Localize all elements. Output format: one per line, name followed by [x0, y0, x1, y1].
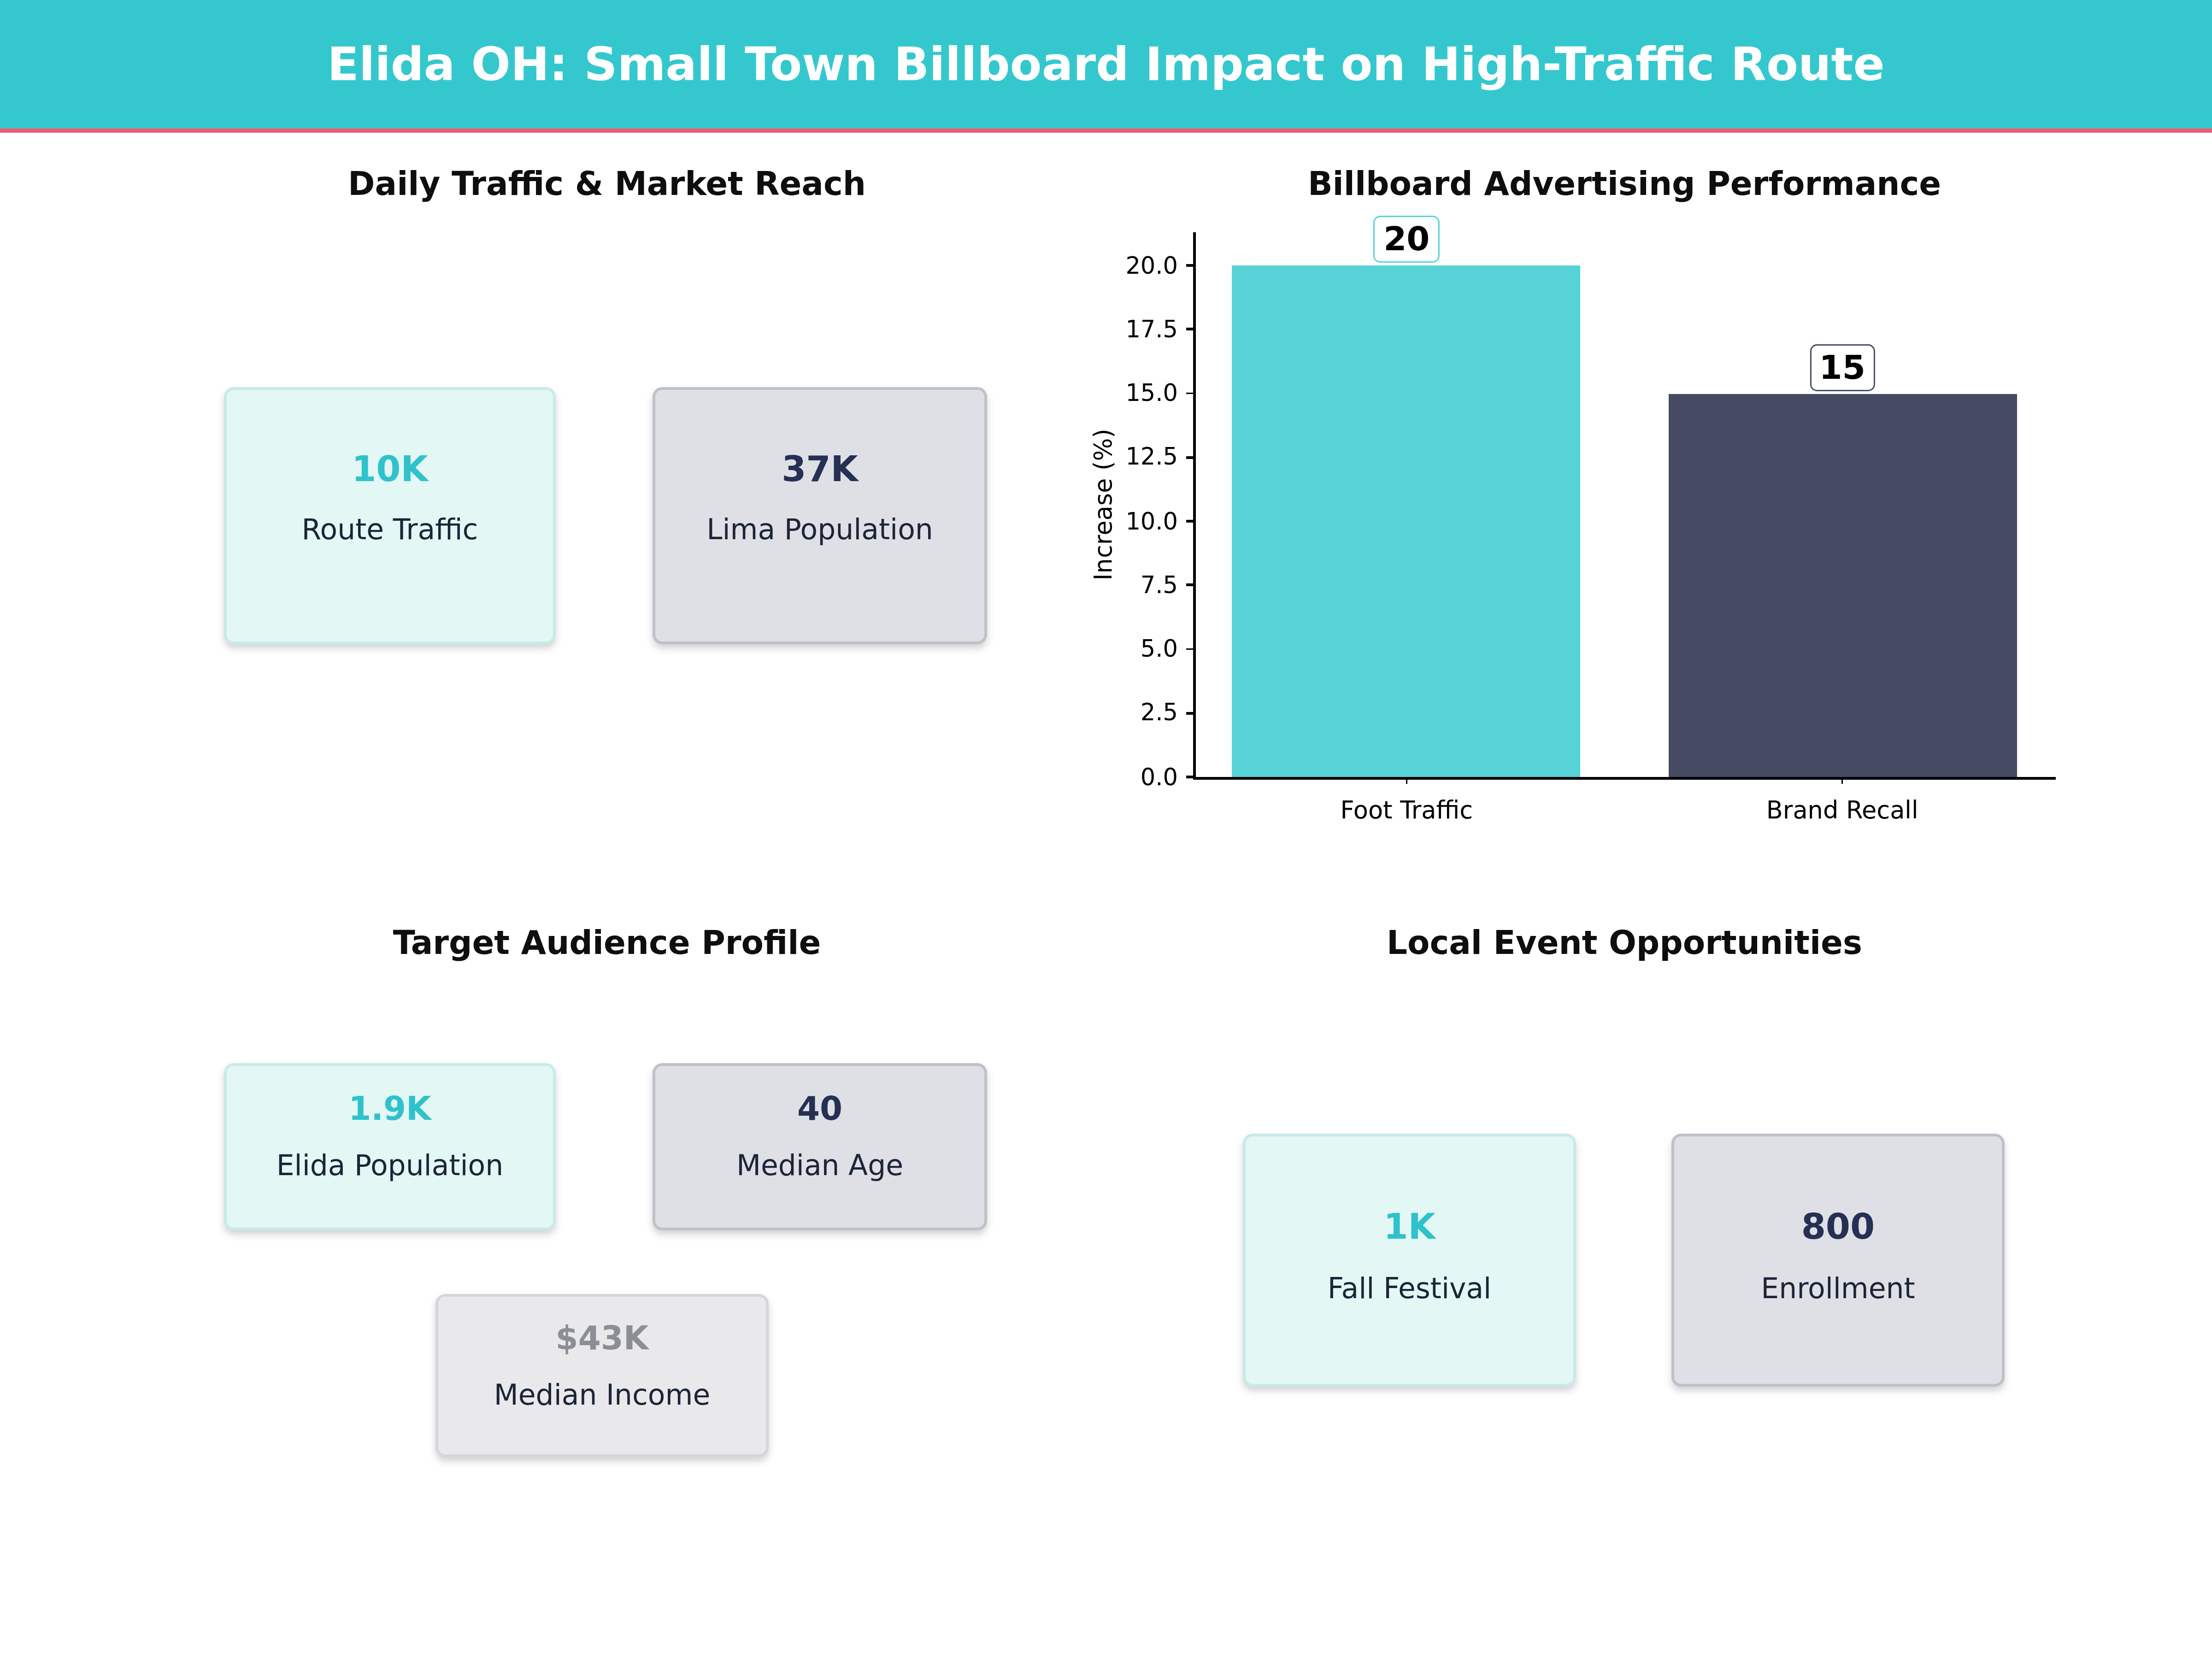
stat-card-median-income: $43K Median Income — [435, 1294, 769, 1457]
y-tick-mark — [1186, 712, 1193, 714]
y-tick-label: 15.0 — [1095, 379, 1178, 408]
stat-label: Lima Population — [655, 513, 984, 546]
panel-title-performance: Billboard Advertising Performance — [1308, 165, 1941, 203]
stat-value: $43K — [438, 1319, 766, 1358]
x-tick-mark — [1406, 777, 1408, 784]
stat-label: Median Income — [438, 1378, 766, 1412]
y-tick-mark — [1186, 648, 1193, 650]
stat-card-enrollment: 800 Enrollment — [1671, 1134, 2005, 1387]
panel-title-events: Local Event Opportunities — [1387, 924, 1862, 962]
stat-value: 1.9K — [227, 1089, 553, 1128]
stat-card-lima-population: 37K Lima Population — [653, 387, 987, 644]
y-tick-mark — [1186, 392, 1193, 394]
stat-card-fall-festival: 1K Fall Festival — [1243, 1134, 1576, 1387]
bar-value-label: 20 — [1374, 216, 1439, 263]
stat-label: Elida Population — [227, 1149, 553, 1182]
stat-card-route-traffic: 10K Route Traffic — [224, 387, 556, 644]
y-axis-label: Increase (%) — [1089, 429, 1117, 581]
y-tick-mark — [1186, 776, 1193, 778]
y-tick-mark — [1186, 456, 1193, 459]
x-tick-mark — [1841, 777, 1843, 784]
y-tick-label: 5.0 — [1095, 635, 1178, 664]
bar-brand-recall — [1668, 394, 2017, 777]
y-axis-line — [1193, 232, 1195, 777]
stat-card-elida-population: 1.9K Elida Population — [224, 1063, 556, 1230]
y-tick-label: 17.5 — [1095, 315, 1178, 344]
stat-value: 37K — [655, 448, 984, 489]
y-tick-mark — [1186, 265, 1193, 267]
stat-value: 1K — [1246, 1206, 1573, 1247]
page-title: Elida OH: Small Town Billboard Impact on… — [327, 37, 1885, 91]
stat-label: Enrollment — [1674, 1272, 2002, 1305]
stat-value: 40 — [655, 1089, 984, 1128]
y-tick-mark — [1186, 520, 1193, 523]
y-tick-mark — [1186, 584, 1193, 586]
header-accent-line — [0, 129, 2212, 133]
bar-foot-traffic — [1232, 265, 1581, 777]
bar-chart: 20Foot Traffic15Brand Recall0.02.55.07.5… — [1193, 232, 2056, 777]
panel-title-audience: Target Audience Profile — [393, 924, 821, 962]
y-tick-label: 0.0 — [1095, 763, 1178, 792]
y-tick-mark — [1186, 328, 1193, 330]
stat-value: 10K — [227, 448, 553, 489]
dashboard: Elida OH: Small Town Billboard Impact on… — [0, 0, 2212, 1659]
x-tick-label: Foot Traffic — [1340, 796, 1473, 824]
stat-card-median-age: 40 Median Age — [653, 1063, 987, 1230]
stat-label: Median Age — [655, 1149, 984, 1182]
stat-value: 800 — [1674, 1206, 2002, 1247]
x-tick-label: Brand Recall — [1766, 796, 1918, 824]
panel-title-traffic: Daily Traffic & Market Reach — [348, 165, 866, 203]
y-tick-label: 2.5 — [1095, 699, 1178, 728]
y-tick-label: 20.0 — [1095, 251, 1178, 280]
stat-label: Route Traffic — [227, 513, 553, 546]
header-banner: Elida OH: Small Town Billboard Impact on… — [0, 0, 2212, 129]
stat-label: Fall Festival — [1246, 1272, 1573, 1305]
bar-value-label: 15 — [1810, 344, 1875, 391]
